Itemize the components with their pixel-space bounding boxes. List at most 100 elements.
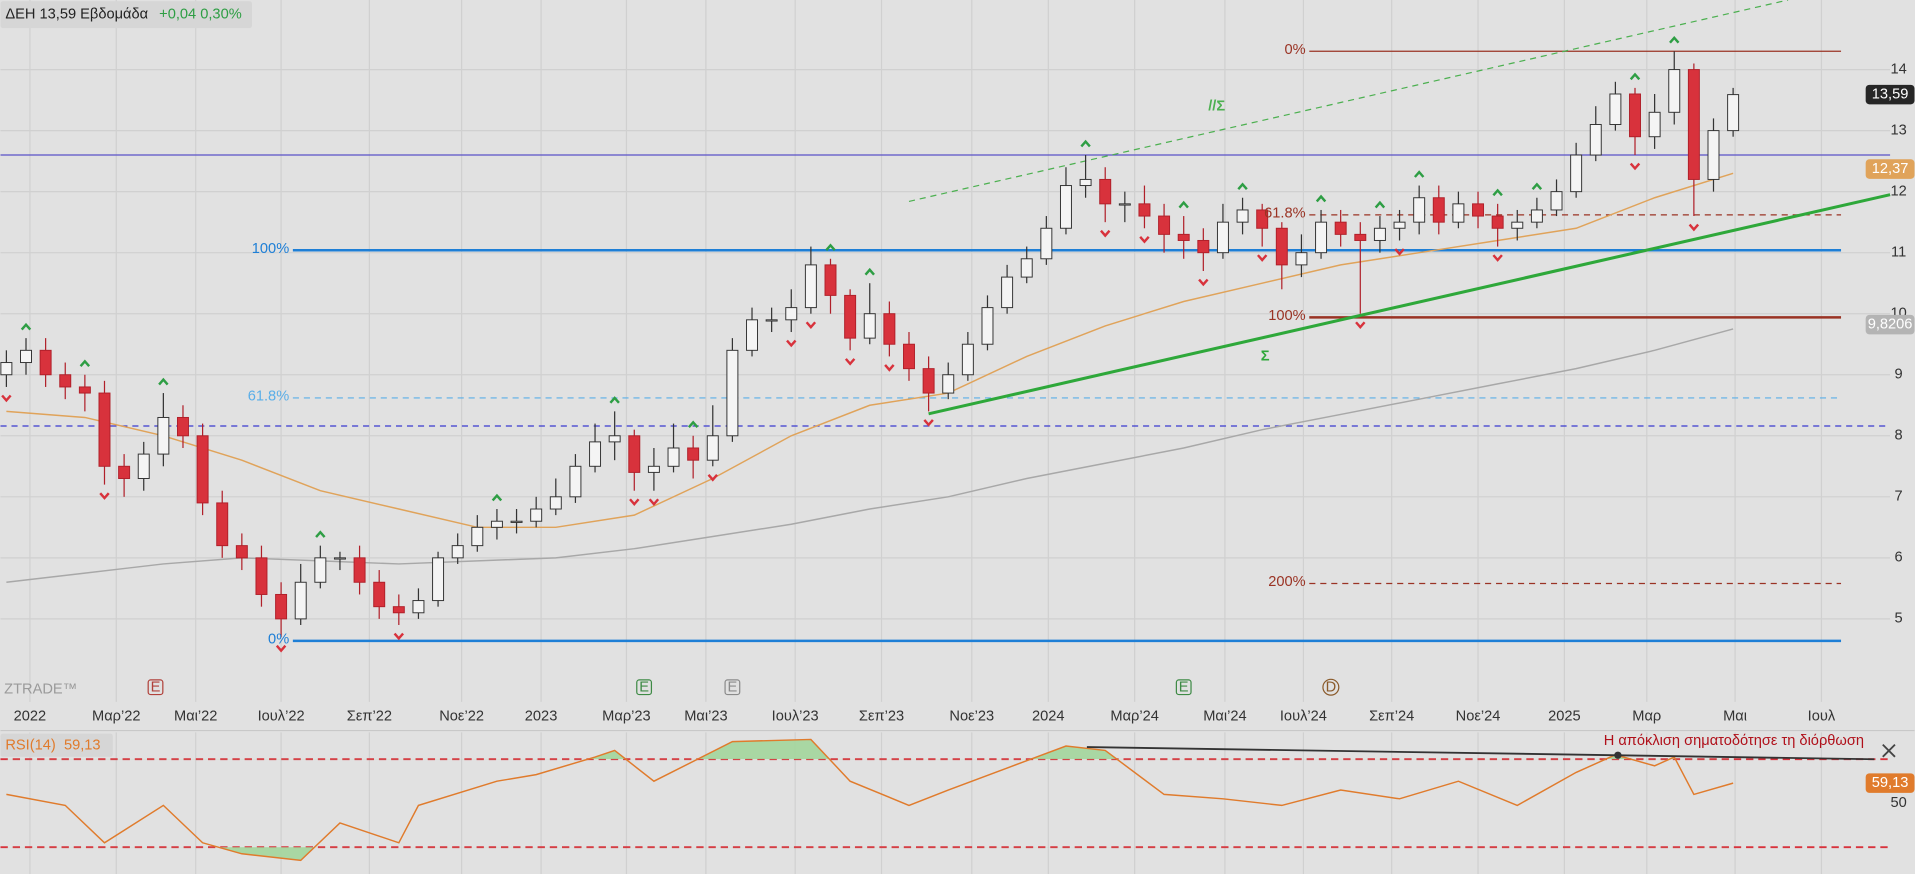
candle-body xyxy=(1511,221,1524,229)
y-tick-label: 8 xyxy=(1895,428,1903,444)
event-icon xyxy=(724,679,741,696)
candle-body xyxy=(451,545,464,559)
candle-body xyxy=(432,557,445,602)
x-tick-label: Μαρ’22 xyxy=(92,708,140,724)
candle-body xyxy=(196,435,209,504)
event-icon xyxy=(636,679,653,696)
event-icon xyxy=(1175,679,1192,696)
x-tick-label: Μαι’23 xyxy=(684,708,727,724)
moving-average xyxy=(6,172,1734,529)
price-tag-label: 9,8206 xyxy=(1868,317,1913,333)
candle-body xyxy=(746,319,758,351)
x-tick-label: 2025 xyxy=(1548,708,1581,724)
candle-body xyxy=(1118,203,1131,206)
candle-body xyxy=(804,264,817,309)
candle-body xyxy=(1001,276,1014,309)
candle-body xyxy=(844,294,857,339)
header-box xyxy=(0,1,252,29)
trendline-label: Σ xyxy=(1261,349,1270,365)
x-tick-label: Νοε’23 xyxy=(949,708,994,724)
rsi-tag xyxy=(1865,773,1915,793)
candle-body xyxy=(412,600,425,614)
candle-body xyxy=(1040,227,1053,260)
candle-body xyxy=(1373,227,1386,241)
watermark: ZTRADE™ xyxy=(4,682,77,698)
fractal-high xyxy=(1080,139,1091,148)
candle-body xyxy=(1177,233,1190,241)
close-icon[interactable] xyxy=(1882,743,1896,758)
fractal-low xyxy=(1394,248,1405,256)
fractal-low xyxy=(1100,229,1111,238)
fractal-high xyxy=(1629,72,1641,81)
event-label: E xyxy=(151,680,161,696)
fractal-high xyxy=(864,267,875,276)
candle-body xyxy=(883,313,896,345)
candle-body xyxy=(1472,203,1485,217)
candle-body xyxy=(314,557,327,583)
price-change: +0,04 0,30% xyxy=(159,7,242,23)
candle-body xyxy=(608,435,621,443)
trendline xyxy=(908,0,1789,203)
divergence-point xyxy=(1614,751,1622,759)
price-tag xyxy=(1865,314,1915,335)
x-tick-label: Σεπ’22 xyxy=(347,708,392,724)
levels xyxy=(0,50,1891,643)
candle-body xyxy=(490,520,503,528)
candle-body xyxy=(1727,94,1740,132)
candle-body xyxy=(235,545,248,559)
y-tick-label: 14 xyxy=(1890,61,1906,77)
candle-body xyxy=(1099,178,1112,205)
candle-body xyxy=(1413,197,1426,223)
candle-body xyxy=(961,343,974,376)
fractal-low xyxy=(1492,254,1503,262)
candle-body xyxy=(1530,209,1543,223)
fractal-high xyxy=(79,359,91,368)
fractal-low xyxy=(1629,162,1641,171)
candle-body xyxy=(785,307,798,321)
overlay-layer xyxy=(6,172,1734,583)
rsi-annotation: Η απόκλιση σηματοδότησε τη διόρθωση xyxy=(1604,733,1864,749)
labels-layer: 2022 Μαρ’22 Μαι’22 Ιουλ’22 Σεπ’22 Νοε’22 2023 Μ… xyxy=(4,42,1915,811)
x-tick-label: Ιουλ xyxy=(1808,708,1836,724)
fractal-high xyxy=(315,530,326,538)
y-tick-label: 11 xyxy=(1891,245,1906,261)
candle-body xyxy=(1491,215,1504,229)
fractal-low xyxy=(844,358,856,366)
candle-body xyxy=(59,374,72,388)
x-tick-label: 2022 xyxy=(14,708,47,724)
candle-body xyxy=(706,435,719,461)
candle-body xyxy=(1648,111,1661,138)
candle-body xyxy=(942,374,955,394)
candle-body xyxy=(157,416,170,455)
close-button[interactable] xyxy=(1880,742,1897,759)
candle-body xyxy=(1079,178,1092,187)
divergence-line xyxy=(1086,746,1875,761)
event-icon xyxy=(1322,678,1340,696)
candle-body xyxy=(137,453,150,479)
fractal-high xyxy=(1413,170,1425,178)
fractal-high xyxy=(1237,182,1248,191)
candle-body xyxy=(1236,209,1249,223)
rsi-tick-label: 50 xyxy=(1890,795,1906,811)
level-label: 0% xyxy=(1284,42,1305,58)
x-tick-label: 2023 xyxy=(525,708,558,724)
candle-body xyxy=(589,441,602,467)
candle-body xyxy=(1295,252,1308,266)
x-tick-label: 2024 xyxy=(1032,708,1065,724)
candle-body xyxy=(78,386,91,394)
event-label: E xyxy=(1179,680,1189,696)
candle-body xyxy=(275,593,288,620)
level-label: 0% xyxy=(268,632,289,648)
candle-body xyxy=(255,557,268,595)
candle-body xyxy=(1197,239,1210,254)
x-tick-label: Ιουλ’24 xyxy=(1280,708,1327,724)
fractal-low xyxy=(1355,321,1366,329)
trendline xyxy=(928,193,1891,416)
candle-body xyxy=(549,496,562,510)
candle-body xyxy=(922,368,935,394)
candle-body xyxy=(1629,93,1641,138)
fractal-high xyxy=(687,420,699,429)
fractal-high xyxy=(1178,200,1189,209)
candle-body xyxy=(1354,233,1367,241)
